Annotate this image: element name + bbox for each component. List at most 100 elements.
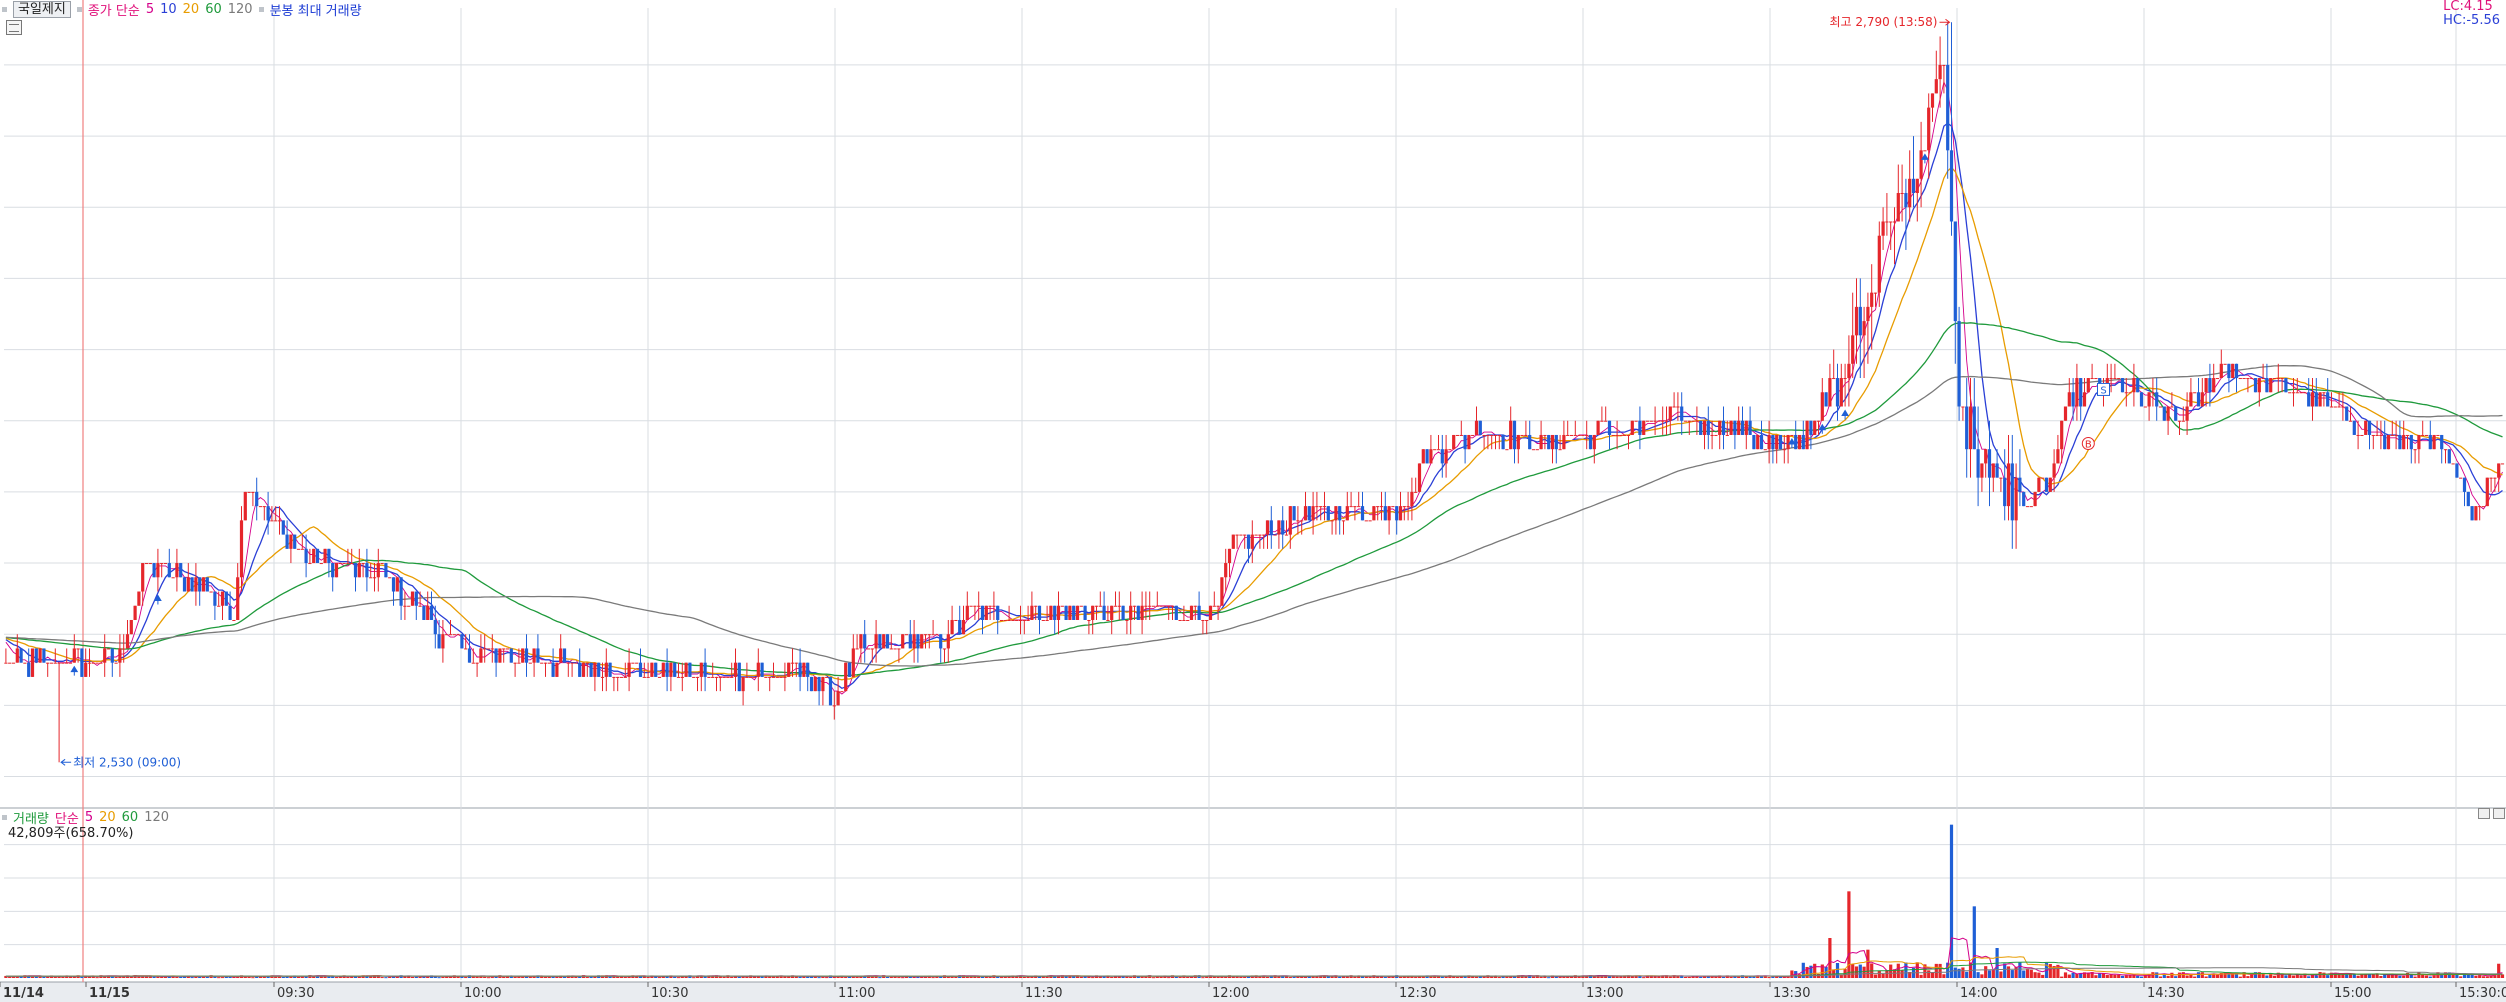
volume-bar bbox=[1132, 975, 1137, 978]
candle-body bbox=[1281, 520, 1285, 535]
candle-body bbox=[1691, 420, 1695, 422]
candle-body bbox=[30, 648, 35, 677]
candle-body bbox=[1212, 605, 1216, 607]
minimize-panel-icon[interactable] bbox=[2478, 808, 2490, 819]
ma-period-20[interactable]: 20 bbox=[182, 1, 200, 17]
candle-body bbox=[1440, 449, 1444, 464]
candle-body bbox=[927, 634, 931, 636]
candle-body bbox=[1729, 420, 1733, 435]
volume-bar bbox=[1835, 963, 1840, 978]
volume-bar bbox=[2310, 974, 2315, 978]
volume-bar bbox=[2006, 966, 2011, 978]
candle-body bbox=[1292, 506, 1296, 521]
candle-body bbox=[1968, 406, 1973, 450]
candle-body bbox=[733, 662, 738, 677]
volume-bar bbox=[851, 975, 855, 978]
candle-body bbox=[1079, 605, 1083, 607]
candle-body bbox=[859, 634, 863, 649]
volume-bar bbox=[1471, 976, 1475, 978]
volume-bar bbox=[1144, 975, 1148, 978]
volume-bar bbox=[106, 975, 111, 978]
toolbar-handle-3[interactable] bbox=[258, 6, 264, 12]
volume-bar bbox=[1737, 976, 1741, 978]
volume-bar bbox=[585, 977, 589, 979]
candle-body bbox=[1493, 434, 1498, 436]
ma-period-5[interactable]: 5 bbox=[145, 1, 155, 17]
volume-bar bbox=[1341, 975, 1346, 978]
volume-bar bbox=[1851, 964, 1855, 978]
candle-body bbox=[1509, 420, 1513, 450]
volume-bar bbox=[1702, 976, 1707, 978]
ma-period-60[interactable]: 60 bbox=[205, 1, 222, 17]
volume-period-60[interactable]: 60 bbox=[121, 810, 139, 825]
volume-bar bbox=[1284, 976, 1289, 978]
candle-body bbox=[1626, 434, 1631, 436]
volume-bar bbox=[741, 976, 745, 978]
candle-body bbox=[745, 676, 749, 678]
candle-body bbox=[361, 563, 365, 565]
volume-bar bbox=[1037, 975, 1042, 978]
volume-bar bbox=[1490, 976, 1494, 978]
candle-body bbox=[2025, 506, 2030, 508]
volume-label[interactable]: 거래량 bbox=[13, 812, 49, 827]
grid-settings-icon[interactable] bbox=[6, 20, 22, 35]
volume-bar bbox=[2132, 974, 2136, 978]
candle-body bbox=[1820, 392, 1824, 421]
candle-body bbox=[2329, 406, 2334, 408]
ma-period-10[interactable]: 10 bbox=[160, 1, 177, 17]
stock-select-button[interactable]: 국일제지 bbox=[13, 0, 71, 18]
volume-bar bbox=[2409, 973, 2413, 978]
toolbar-handle-2[interactable] bbox=[76, 6, 82, 12]
volume-bar bbox=[1045, 975, 1049, 978]
toolbar-handle[interactable] bbox=[2, 6, 7, 12]
volume-bar bbox=[1235, 976, 1239, 978]
volume-bar bbox=[760, 976, 764, 978]
volume-bar bbox=[1554, 976, 1558, 978]
candle-body bbox=[114, 662, 118, 664]
volume-bar bbox=[1634, 975, 1638, 978]
volume-bar bbox=[578, 975, 582, 978]
volume-bar bbox=[2356, 975, 2360, 978]
volume-period-120[interactable]: 120 bbox=[144, 810, 170, 825]
volume-bar bbox=[1060, 975, 1064, 978]
candle-body bbox=[1995, 463, 1999, 478]
volume-bar bbox=[2231, 972, 2235, 978]
candle-body bbox=[619, 676, 624, 678]
volume-period-20[interactable]: 20 bbox=[99, 810, 116, 825]
ma-label[interactable]: 종가 단순 bbox=[87, 3, 140, 19]
volume-bar bbox=[232, 976, 236, 978]
candle-body bbox=[2056, 449, 2060, 464]
volume-bar bbox=[1140, 976, 1144, 978]
candle-body bbox=[699, 662, 703, 677]
candle-body bbox=[798, 662, 802, 677]
volume-bar bbox=[764, 975, 768, 978]
ma-period-120[interactable]: 120 bbox=[227, 1, 253, 17]
candle-body bbox=[1710, 434, 1714, 436]
max-volume-label[interactable]: 분봉 최대 거래량 bbox=[269, 3, 362, 19]
volume-grid: 100,000200,000300,000400,000 bbox=[4, 844, 2506, 946]
candle-body bbox=[38, 648, 42, 663]
volume-bar bbox=[1805, 966, 1809, 978]
volume-period-5[interactable]: 5 bbox=[84, 810, 94, 825]
candle-body bbox=[942, 648, 947, 650]
volume-handle[interactable] bbox=[2, 815, 7, 820]
volume-bar bbox=[327, 976, 331, 978]
candle-body bbox=[1976, 449, 1980, 478]
volume-bar bbox=[1018, 975, 1023, 978]
candle-body bbox=[1642, 420, 1646, 435]
candle-body bbox=[574, 662, 578, 664]
volume-ma-label[interactable]: 단순 bbox=[54, 812, 79, 827]
candle-body bbox=[2003, 477, 2007, 507]
candle-body bbox=[236, 577, 240, 620]
maximize-panel-icon[interactable] bbox=[2493, 808, 2505, 819]
candle-body bbox=[1683, 420, 1688, 422]
candle-body bbox=[1341, 520, 1346, 522]
candle-body bbox=[1208, 605, 1213, 620]
candle-body bbox=[475, 662, 479, 664]
candle-body bbox=[832, 705, 836, 707]
candle-body bbox=[1273, 534, 1277, 536]
volume-bar bbox=[2048, 963, 2052, 978]
candle-body bbox=[19, 648, 23, 663]
candle-body bbox=[2143, 406, 2147, 408]
candle-body bbox=[1923, 150, 1927, 152]
